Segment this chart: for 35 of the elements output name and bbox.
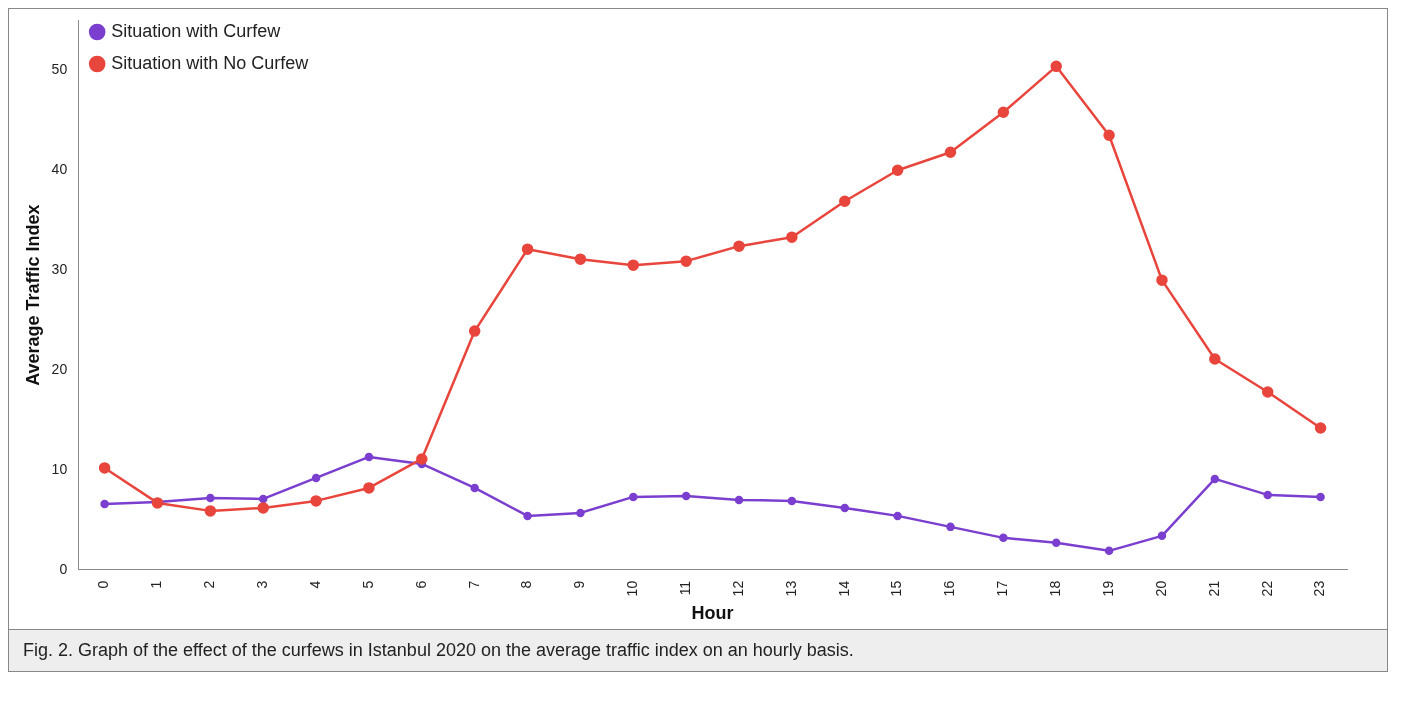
- x-tick-label: 23: [1311, 580, 1328, 597]
- x-tick-label: 19: [1099, 580, 1116, 597]
- caption: Fig. 2. Graph of the effect of the curfews in Istanbul 2020 on the average traffic index on an hourly basis.: [9, 629, 1387, 671]
- legend-label: Situation with No Curfew: [111, 52, 310, 73]
- x-tick-label: 22: [1258, 580, 1275, 597]
- x-tick-label: 21: [1205, 580, 1222, 597]
- legend-label: Situation with Curfew: [111, 20, 282, 41]
- x-tick-label: 17: [994, 580, 1011, 597]
- x-tick-label: 20: [1152, 580, 1169, 597]
- x-tick-label: 18: [1047, 580, 1064, 597]
- x-tick-label: 3: [254, 580, 271, 589]
- x-tick-label: 4: [306, 580, 323, 589]
- x-tick-label: 5: [359, 580, 376, 589]
- x-tick-label: 0: [95, 580, 112, 589]
- y-axis-title: Average Traffic Index: [22, 204, 43, 386]
- x-tick-label: 6: [412, 580, 429, 589]
- y-tick-label: 0: [59, 560, 68, 577]
- x-tick-label: 10: [624, 580, 641, 597]
- y-tick-label: 40: [51, 161, 68, 178]
- x-tick-label: 11: [677, 580, 694, 596]
- x-tick-label: 1: [148, 580, 165, 589]
- x-tick-label: 2: [201, 580, 218, 589]
- x-tick-label: 15: [888, 580, 905, 597]
- y-tick-label: 30: [51, 261, 68, 277]
- x-tick-label: 7: [465, 580, 482, 589]
- y-tick-label: 20: [51, 360, 68, 377]
- x-tick-label: 16: [941, 580, 958, 597]
- y-tick-label: 10: [51, 460, 68, 477]
- x-tick-label: 13: [782, 580, 799, 597]
- x-axis-title: Hour: [691, 603, 734, 624]
- x-tick-label: 14: [835, 580, 852, 597]
- x-tick-label: 8: [518, 580, 535, 589]
- y-tick-label: 50: [51, 61, 68, 78]
- x-tick-label: 9: [571, 580, 588, 589]
- x-tick-label: 12: [729, 580, 746, 597]
